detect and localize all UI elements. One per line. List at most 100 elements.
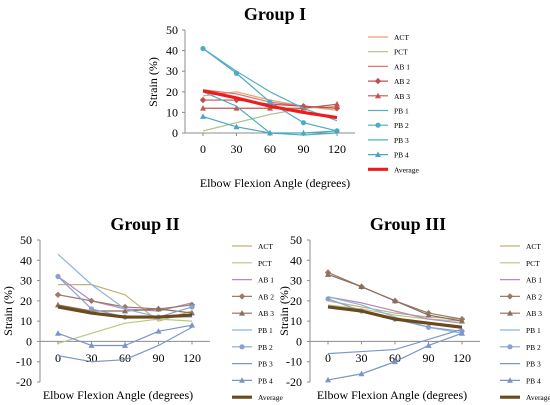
data-point [88, 342, 95, 348]
legend-label: PB 2 [526, 343, 541, 352]
legend-label: PB 4 [258, 376, 273, 385]
chart-title: Group III [370, 214, 446, 234]
x-tick-label: 60 [119, 351, 131, 365]
y-tick-label: 20 [166, 85, 178, 99]
y-tick-label: -10 [16, 355, 32, 369]
data-point [425, 311, 432, 318]
x-tick-label: 60 [264, 142, 276, 156]
legend-label: AB 2 [526, 292, 542, 301]
x-tick-label: 0 [200, 142, 206, 156]
series-line [57, 326, 193, 363]
series-line [327, 296, 463, 324]
y-tick-label: 0 [172, 126, 178, 140]
data-point [200, 45, 206, 52]
legend-marker [506, 293, 514, 300]
legend-label: PB 1 [394, 107, 409, 116]
data-point [122, 342, 128, 348]
series-line [57, 318, 193, 345]
x-tick-label: 0 [55, 351, 61, 365]
legend-entry-pct: PCT [368, 48, 408, 57]
series-line [327, 328, 463, 355]
y-tick-label: 50 [20, 233, 32, 247]
y-axis-label: Strain (%) [1, 286, 15, 336]
legend-entry-ab-1: AB 1 [232, 276, 274, 285]
legend-label: PB 1 [258, 326, 273, 335]
legend-entry-average: Average [500, 393, 550, 402]
legend-label: AB 1 [394, 62, 410, 71]
series-pct [57, 318, 193, 345]
data-point [459, 330, 465, 336]
y-tick-label: 50 [290, 233, 302, 247]
legend-entry-pb-1: PB 1 [500, 326, 541, 335]
legend-marker [238, 293, 246, 300]
legend-label: ACT [526, 242, 541, 251]
legend-label: AB 1 [258, 276, 274, 285]
x-tick-label: 30 [86, 351, 98, 365]
data-point [54, 291, 62, 298]
y-tick-label: 50 [166, 23, 178, 37]
data-point [267, 105, 273, 111]
legend-marker [375, 92, 381, 99]
data-point [199, 96, 207, 104]
y-tick-label: 0 [296, 334, 302, 348]
series-ab-2 [324, 269, 466, 323]
data-point [325, 271, 331, 277]
legend-label: PB 3 [258, 360, 273, 369]
legend-label: PB 2 [394, 121, 409, 130]
legend-label: PB 4 [526, 376, 541, 385]
data-point [200, 105, 206, 111]
legend-entry-average: Average [232, 393, 284, 402]
data-point [425, 342, 432, 348]
x-tick-label: 120 [183, 351, 201, 365]
legend-entry-ab-2: AB 2 [368, 77, 410, 86]
data-point [425, 324, 432, 330]
series-line [57, 305, 193, 319]
series-ab-3 [325, 271, 465, 324]
legend-entry-act: ACT [500, 242, 541, 251]
y-tick-label: 30 [166, 64, 178, 78]
y-tick-label: -10 [286, 355, 302, 369]
legend-label: AB 1 [526, 276, 542, 285]
legend-entry-pb-3: PB 3 [500, 360, 541, 369]
legend-label: AB 2 [394, 77, 410, 86]
data-point [300, 120, 307, 126]
legend-label: AB 2 [258, 292, 274, 301]
legend-marker [239, 377, 245, 383]
legend-marker [507, 377, 513, 383]
legend-marker [374, 77, 382, 85]
legend-entry-ab-1: AB 1 [500, 276, 542, 285]
legend-label: Average [526, 393, 550, 402]
y-tick-label: 40 [166, 44, 178, 58]
legend-label: PCT [258, 259, 272, 268]
series-pb-4 [325, 330, 465, 383]
series-pct [202, 105, 338, 132]
legend-label: Average [394, 165, 420, 174]
x-axis-label: Elbow Flexion Angle (degrees) [43, 388, 193, 402]
series-line [202, 48, 338, 122]
y-axis-label: Strain (%) [277, 286, 291, 336]
series-line [327, 304, 463, 322]
y-tick-label: 40 [20, 253, 32, 267]
legend-label: PB 4 [394, 151, 409, 160]
legend-entry-act: ACT [232, 242, 273, 251]
data-point [333, 105, 341, 112]
x-tick-label: 0 [325, 351, 331, 365]
data-point [358, 283, 365, 290]
data-point [325, 296, 331, 302]
y-tick-label: 40 [290, 253, 302, 267]
x-axis-label: Elbow Flexion Angle (degrees) [200, 176, 350, 190]
series-act [327, 300, 463, 320]
legend-marker [507, 310, 513, 316]
series-pb-2 [200, 45, 340, 134]
data-point [267, 99, 273, 105]
data-point [233, 123, 240, 130]
legend-marker [239, 310, 245, 316]
data-point [155, 328, 162, 334]
legend-entry-pb-3: PB 3 [368, 136, 409, 145]
y-tick-label: 30 [20, 274, 32, 288]
data-point [358, 370, 365, 377]
data-point [334, 127, 340, 134]
legend-marker [239, 344, 245, 350]
data-point [233, 105, 240, 111]
legend-entry-pb-4: PB 4 [232, 376, 273, 385]
